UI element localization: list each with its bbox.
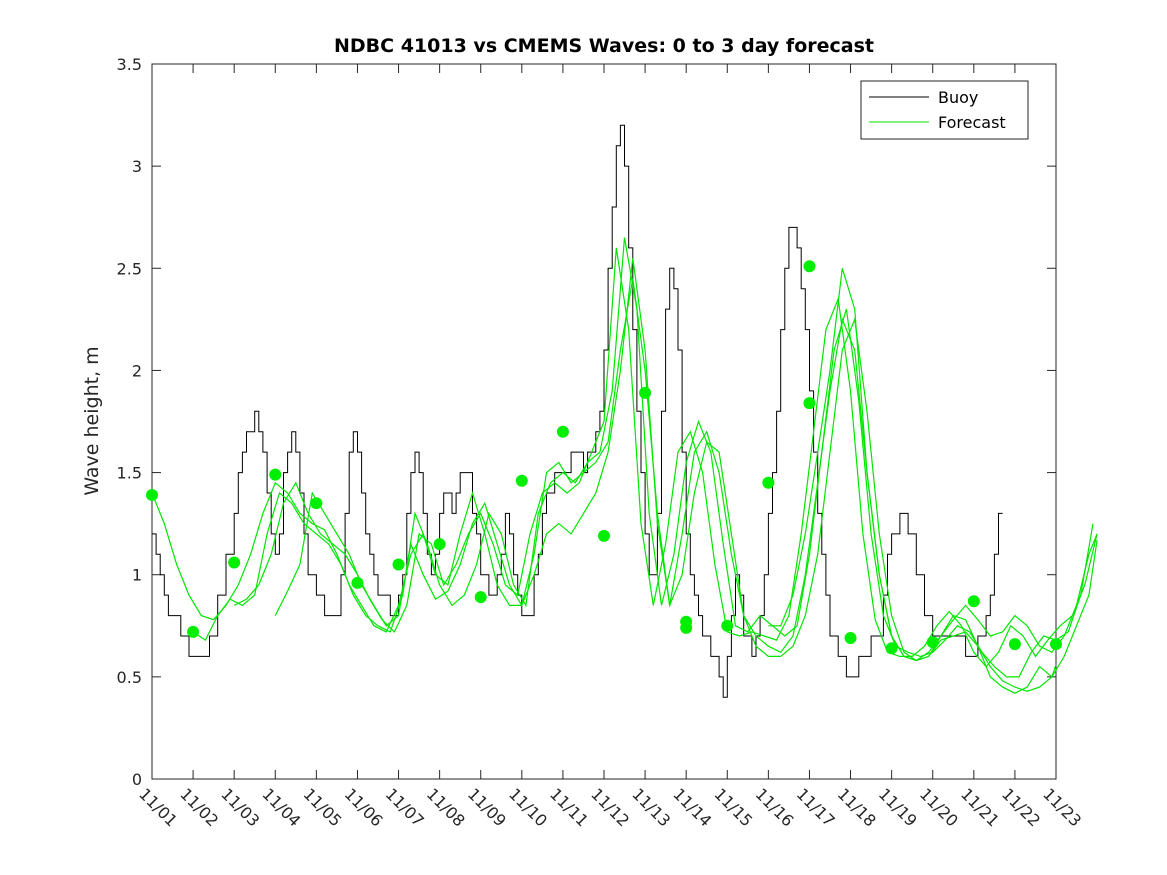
forecast-line: [192, 237, 1094, 678]
forecast-marker: [269, 468, 282, 481]
legend-box: [860, 80, 1029, 140]
forecast-marker: [1050, 638, 1062, 651]
forecast-marker: [803, 260, 816, 273]
forecast-line: [274, 258, 1098, 694]
chart-title: NDBC 41013 vs CMEMS Waves: 0 to 3 day fo…: [334, 35, 874, 57]
forecast-marker: [474, 591, 487, 604]
forecast-marker: [967, 595, 980, 608]
forecast-marker: [433, 538, 446, 551]
forecast-marker: [598, 529, 610, 542]
y-tick-label: 3: [132, 157, 142, 176]
forecast-marker: [680, 621, 693, 634]
forecast-marker: [885, 642, 898, 655]
forecast-line: [768, 268, 1057, 692]
forecast-marker: [639, 386, 652, 399]
forecast-marker: [228, 556, 241, 569]
forecast-markers: [146, 260, 1062, 655]
forecast-series: [151, 237, 1098, 694]
forecast-marker: [556, 425, 569, 438]
y-tick-label: 2: [132, 361, 142, 380]
forecast-marker: [721, 619, 734, 632]
forecast-marker: [310, 497, 323, 510]
y-tick-label: 2.5: [117, 259, 142, 278]
y-tick-label: 0.5: [117, 668, 142, 687]
forecast-marker: [515, 474, 528, 487]
forecast-marker: [926, 636, 939, 649]
y-tick-label: 0: [132, 770, 142, 789]
y-axis-ticks: 0 0.5 1 1.5 2 2.5 3 3.5: [117, 55, 1056, 789]
forecast-marker: [803, 397, 816, 410]
forecast-marker: [351, 576, 364, 589]
forecast-marker: [146, 489, 158, 502]
forecast-marker: [187, 625, 200, 638]
y-tick-label: 3.5: [117, 55, 142, 74]
forecast-marker: [844, 632, 857, 645]
legend-forecast-label: Forecast: [938, 113, 1006, 132]
forecast-marker: [762, 476, 775, 489]
forecast-marker: [392, 558, 405, 571]
y-tick-label: 1: [132, 566, 142, 585]
legend-buoy-label: Buoy: [938, 88, 978, 107]
forecast-marker: [1008, 638, 1021, 651]
y-axis-label: Wave height, m: [81, 346, 103, 495]
legend: Buoy Forecast: [860, 80, 1029, 140]
y-tick-label: 1.5: [117, 464, 142, 483]
